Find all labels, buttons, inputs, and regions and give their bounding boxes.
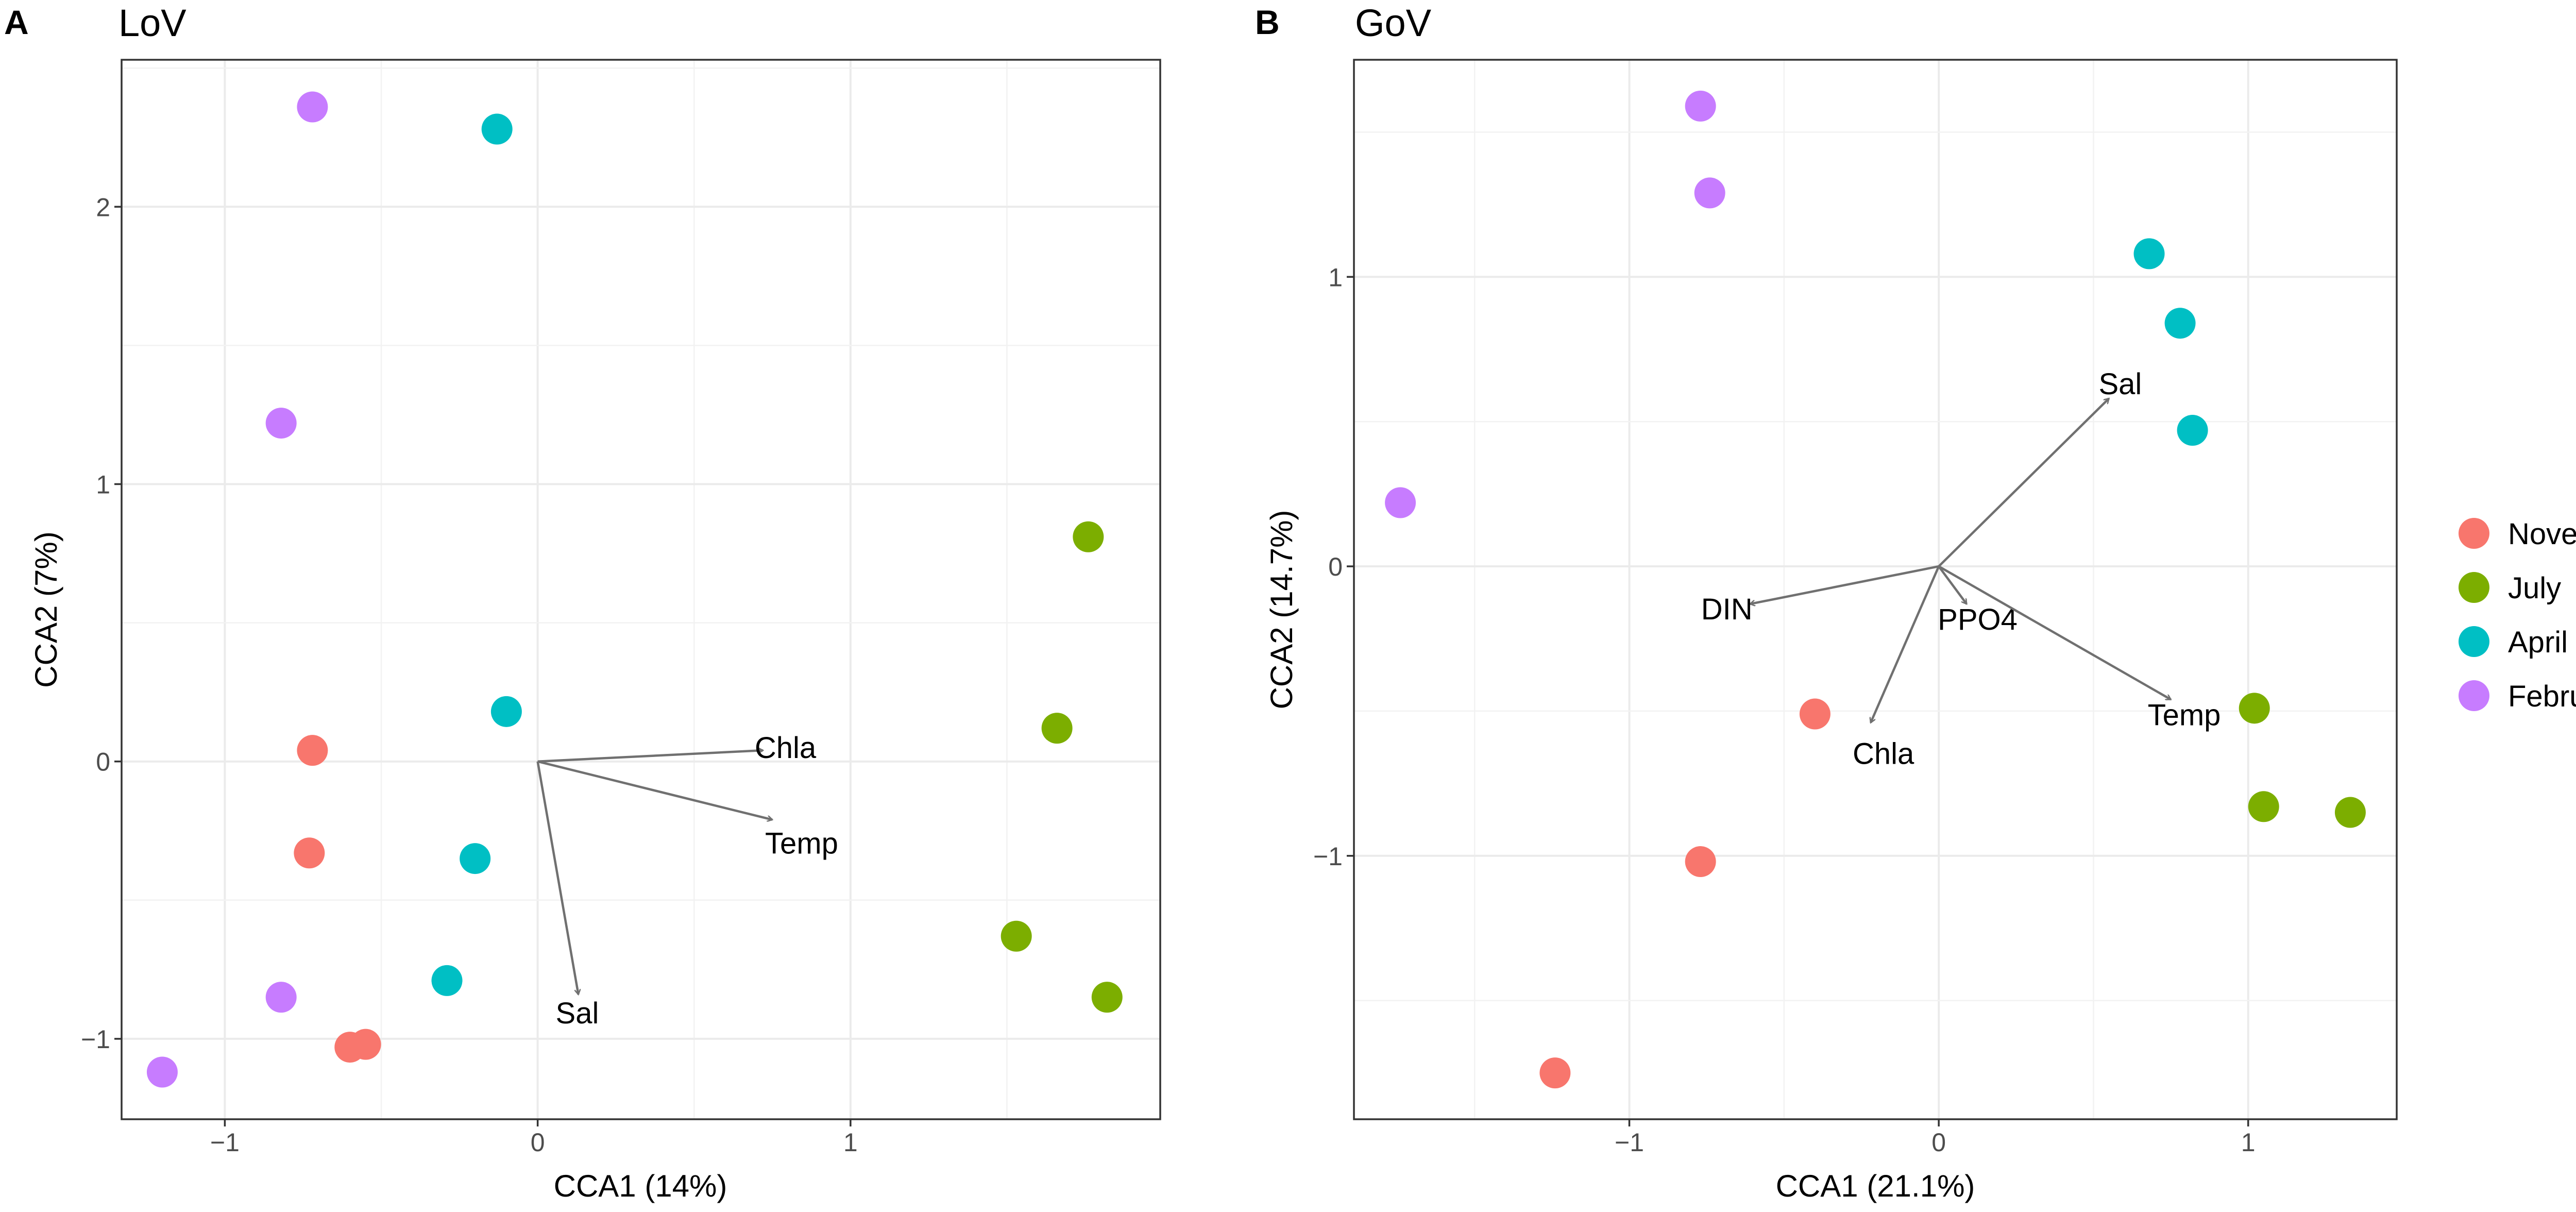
panel-a-point-april	[431, 965, 463, 996]
panel-b-point-february	[1694, 177, 1725, 209]
panel-b-point-february	[1385, 487, 1416, 518]
panel-a-point-november	[350, 1029, 381, 1060]
legend-item-april: April	[2459, 626, 2568, 659]
panel-b-point-february	[1685, 90, 1716, 122]
panel-b-arrow-ppo4	[1938, 565, 1968, 604]
panel-b-point-april	[2177, 415, 2208, 446]
panel-b-arrow-label-chla: Chla	[1853, 737, 1914, 770]
panel-b-point-july	[2334, 797, 2366, 828]
panel-a-arrow-temp	[537, 760, 772, 820]
panel-a-point-february	[265, 408, 297, 439]
panel-a-arrow-label-sal: Sal	[556, 997, 599, 1030]
panel-b-y-axis-title: CCA2 (14.7%)	[1264, 510, 1299, 710]
panel-a-point-july	[1041, 713, 1073, 744]
panel-b-point-november	[1799, 698, 1831, 730]
panel-a-y-tick-label: −1	[81, 1025, 110, 1054]
panel-a-x-tick-label: −1	[210, 1128, 240, 1157]
legend-key-november	[2459, 518, 2489, 549]
panel-b-arrow-label-temp: Temp	[2148, 698, 2221, 732]
panel-a-y-tick-label: 1	[96, 470, 110, 499]
panel-b-arrow-chla	[1871, 566, 1940, 722]
panel-a-x-axis-title: CCA1 (14%)	[554, 1169, 727, 1203]
panel-a-point-april	[460, 843, 491, 874]
panel-b-title: GoV	[1355, 2, 1432, 44]
panel-a-x-tick-label: 1	[843, 1128, 858, 1157]
panel-b-letter: B	[1255, 3, 1280, 41]
legend-key-april	[2459, 626, 2489, 657]
legend-label-february: February	[2508, 680, 2576, 713]
panel-b-point-november	[1685, 846, 1716, 878]
legend: November July April February	[2459, 517, 2576, 713]
panel-b: B GoV −1 0 1 −1 0 1 Sal DIN PPO4 Chla Temp CCA1 (2…	[1255, 2, 2398, 1203]
panel-b-point-july	[2239, 693, 2270, 724]
panel-a-arrow-label-temp: Temp	[765, 827, 838, 861]
panel-a-point-february	[146, 1056, 178, 1088]
panel-a-y-tick-label: 2	[96, 193, 110, 222]
panel-a-arrow-sal	[536, 761, 579, 995]
panel-b-point-april	[2133, 238, 2165, 270]
legend-key-february	[2459, 680, 2489, 711]
panel-b-plot-frame	[1353, 59, 2398, 1120]
panel-b-arrow-label-ppo4: PPO4	[1938, 603, 2018, 636]
panel-b-point-april	[2164, 308, 2196, 339]
panel-b-x-tick-label: 0	[1931, 1128, 1946, 1157]
panel-a-letter: A	[4, 3, 29, 41]
legend-key-july	[2459, 572, 2489, 603]
panel-b-arrow-temp	[1938, 565, 2171, 701]
panel-a: A LoV −1 0 1 −1 0 1 2 Chla Temp Sal CCA1 (14%) CC…	[4, 2, 1161, 1203]
panel-a-y-tick-label: 0	[96, 748, 110, 777]
panel-a-point-april	[481, 113, 513, 145]
panel-b-x-tick-label: 1	[2241, 1128, 2256, 1157]
panel-a-title: LoV	[118, 2, 187, 44]
panel-a-point-february	[265, 982, 297, 1013]
panel-a-arrow-label-chla: Chla	[755, 731, 817, 765]
panel-b-arrow-din	[1750, 565, 1939, 604]
panel-b-x-tick-label: −1	[1615, 1128, 1644, 1157]
panel-a-y-axis-title: CCA2 (7%)	[29, 531, 63, 687]
panel-a-x-tick-label: 0	[531, 1128, 545, 1157]
legend-item-july: July	[2459, 571, 2561, 605]
legend-label-april: April	[2508, 626, 2568, 659]
panel-a-plot-frame	[121, 59, 1161, 1120]
panel-a-point-november	[297, 735, 328, 766]
panel-b-x-axis-title: CCA1 (21.1%)	[1776, 1169, 1975, 1203]
panel-a-point-july	[1091, 982, 1123, 1013]
panel-b-y-tick-label: 0	[1328, 552, 1343, 581]
panel-a-point-april	[490, 696, 522, 727]
legend-label-november: November	[2508, 517, 2576, 551]
panel-a-plot: −1 0 1 −1 0 1 2 Chla Temp Sal	[81, 59, 1161, 1157]
panel-b-arrow-sal	[1938, 398, 2109, 567]
panel-a-grid	[122, 60, 1160, 1119]
panel-b-y-tick-label: 1	[1328, 263, 1343, 292]
legend-item-november: November	[2459, 517, 2576, 551]
panel-b-grid	[1354, 60, 2397, 1119]
panel-b-plot: −1 0 1 −1 0 1 Sal DIN PPO4 Chla Temp	[1313, 59, 2398, 1157]
panel-b-arrow-label-din: DIN	[1701, 593, 1753, 626]
panel-b-point-july	[2248, 791, 2279, 822]
legend-item-february: February	[2459, 680, 2576, 713]
panel-b-point-november	[1539, 1057, 1571, 1089]
panel-a-arrow-chla	[537, 750, 763, 763]
panel-a-point-july	[1001, 920, 1032, 952]
panel-b-arrow-label-sal: Sal	[2098, 367, 2142, 401]
panel-a-point-november	[294, 837, 325, 869]
panel-a-point-february	[297, 91, 328, 123]
legend-label-july: July	[2508, 571, 2561, 605]
panel-b-y-tick-label: −1	[1313, 842, 1343, 871]
panel-a-point-july	[1073, 521, 1104, 552]
